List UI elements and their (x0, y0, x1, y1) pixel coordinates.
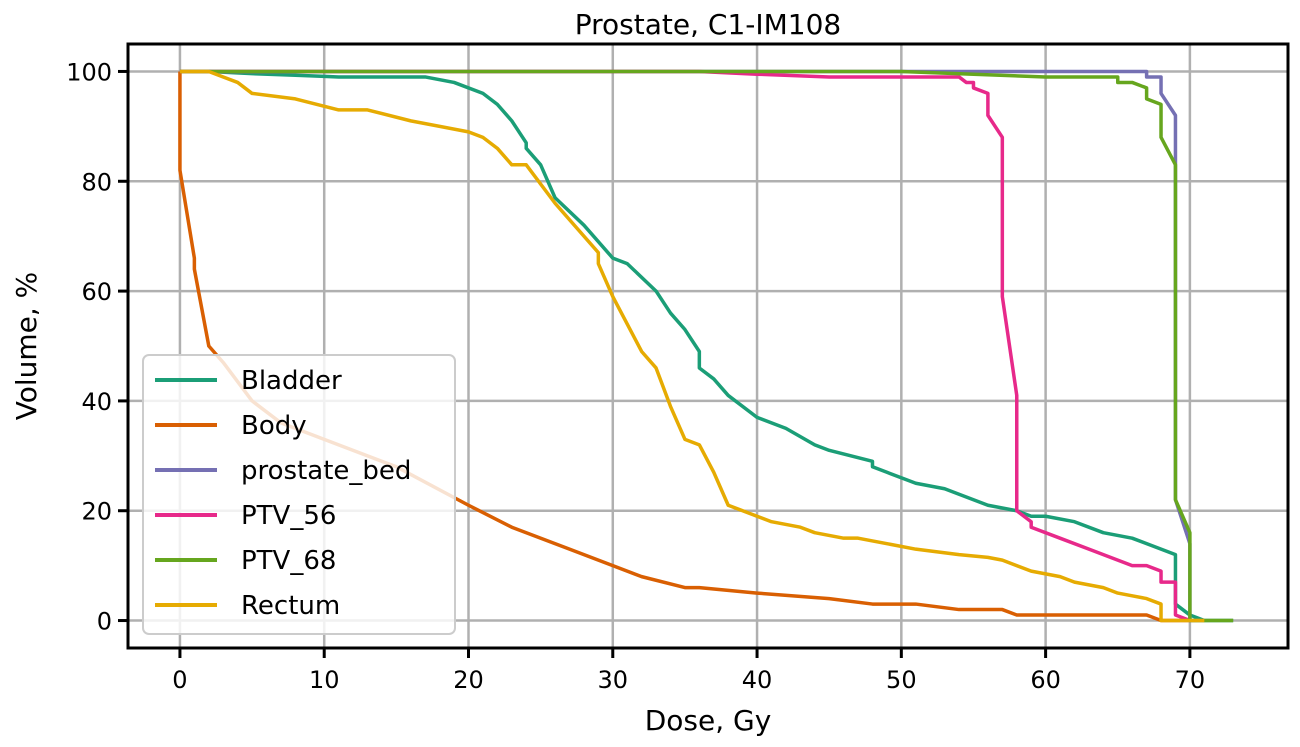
y-tick-label: 100 (66, 58, 112, 86)
chart-title: Prostate, C1-IM108 (575, 8, 841, 41)
x-tick-label: 70 (1175, 666, 1206, 694)
y-tick-label: 20 (81, 498, 112, 526)
x-tick-label: 60 (1030, 666, 1061, 694)
x-axis-ticks: 0 10 20 30 40 50 60 70 (172, 648, 1205, 694)
x-tick-label: 40 (742, 666, 773, 694)
series-line-ptv-56 (179, 69, 1191, 623)
legend-label: Rectum (241, 591, 340, 621)
legend-label: PTV_56 (241, 501, 336, 531)
legend-label: Body (241, 411, 307, 441)
x-axis-title: Dose, Gy (645, 704, 772, 737)
legend-label: PTV_68 (241, 546, 336, 576)
y-tick-label: 60 (81, 278, 112, 306)
legend-box (142, 354, 456, 635)
y-tick-label: 40 (81, 388, 112, 416)
y-tick-label: 80 (81, 168, 112, 196)
series-line-ptv-68 (179, 69, 1234, 623)
x-tick-label: 50 (886, 666, 917, 694)
x-tick-label: 10 (309, 666, 340, 694)
plot-frame (126, 42, 1290, 650)
y-axis-ticks: 0 20 40 60 80 100 (66, 58, 128, 636)
legend-label: Bladder (241, 366, 342, 396)
y-axis-title: Volume, % (10, 272, 43, 421)
x-tick-label: 0 (172, 666, 187, 694)
series-line-bladder (179, 69, 1234, 623)
x-tick-label: 30 (598, 666, 629, 694)
legend-label: prostate_bed (241, 456, 411, 486)
x-tick-label: 20 (453, 666, 484, 694)
series-line-rectum (179, 69, 1205, 623)
y-tick-label: 0 (97, 608, 112, 636)
legend: Bladder Body prostate_bed PTV_56 PTV_68 Rectu… (142, 354, 456, 635)
